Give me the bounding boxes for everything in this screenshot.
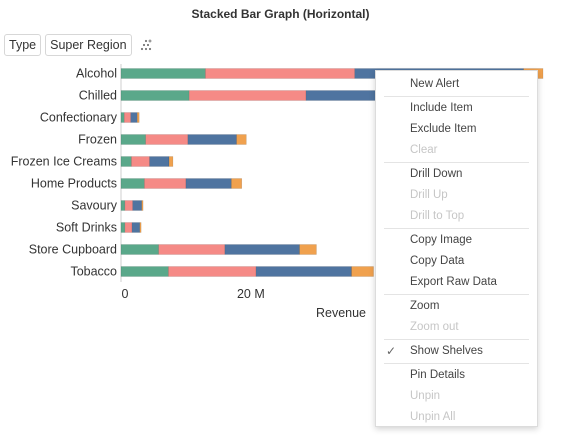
menu-item-label: Include Item xyxy=(410,102,473,114)
bar-segment[interactable] xyxy=(168,156,174,167)
menu-separator xyxy=(384,162,529,163)
menu-item-label: Show Shelves xyxy=(410,345,483,357)
bar-segment[interactable] xyxy=(231,178,243,189)
bar-segment[interactable] xyxy=(187,134,237,145)
menu-item-label: Export Raw Data xyxy=(410,276,497,288)
category-label: Tobacco xyxy=(70,265,117,279)
bar-segment[interactable] xyxy=(141,200,144,211)
bar-segment[interactable] xyxy=(132,200,143,211)
menu-item-drill-to-top: Drill to Top xyxy=(376,206,537,227)
menu-item-label: New Alert xyxy=(410,78,460,90)
menu-item-zoom[interactable]: Zoom xyxy=(376,296,537,317)
scatter-dots-icon[interactable] xyxy=(136,35,156,55)
bar-segment[interactable] xyxy=(255,266,352,277)
menu-item-label: Drill to Top xyxy=(410,210,465,222)
menu-item-show-shelves[interactable]: ✓ Show Shelves xyxy=(376,341,537,362)
bar-segment[interactable] xyxy=(120,222,126,233)
category-label: Confectionary xyxy=(40,111,118,125)
menu-item-label: Copy Image xyxy=(410,234,473,246)
super-region-shelf-pill[interactable]: Super Region xyxy=(45,34,132,56)
x-tick-label: 20 M xyxy=(237,287,265,301)
menu-item-pin-details[interactable]: Pin Details xyxy=(376,365,537,386)
menu-separator xyxy=(384,363,529,364)
bar-segment[interactable] xyxy=(120,68,206,79)
bar-segment[interactable] xyxy=(158,244,226,255)
bar-segment[interactable] xyxy=(131,222,141,233)
bar-segment[interactable] xyxy=(120,266,169,277)
bar-segment[interactable] xyxy=(120,244,159,255)
bar-segment[interactable] xyxy=(224,244,300,255)
menu-separator xyxy=(384,96,529,97)
bar-segment[interactable] xyxy=(205,68,355,79)
menu-item-export-raw-data[interactable]: Export Raw Data xyxy=(376,272,537,293)
context-menu: New Alert Include Item Exclude Item Clear Dr… xyxy=(375,70,538,427)
menu-item-drill-up: Drill Up xyxy=(376,185,537,206)
menu-item-drill-down[interactable]: Drill Down xyxy=(376,164,537,185)
menu-item-label: Zoom out xyxy=(410,321,459,333)
bar-segment[interactable] xyxy=(168,266,257,277)
x-tick-label: 0 xyxy=(122,287,129,301)
bar-segment[interactable] xyxy=(236,134,247,145)
bar-segment[interactable] xyxy=(124,200,133,211)
bar-segment[interactable] xyxy=(120,112,125,123)
bar-segment[interactable] xyxy=(120,134,146,145)
category-label: Frozen Ice Creams xyxy=(11,155,117,169)
bar-segment[interactable] xyxy=(120,200,126,211)
category-label: Alcohol xyxy=(76,67,117,81)
category-label: Frozen xyxy=(78,133,117,147)
bar-segment[interactable] xyxy=(120,178,145,189)
menu-item-copy-image[interactable]: Copy Image xyxy=(376,230,537,251)
bar-segment[interactable] xyxy=(120,156,132,167)
menu-item-label: Exclude Item xyxy=(410,123,477,135)
menu-item-zoom-out: Zoom out xyxy=(376,317,537,338)
bar-segment[interactable] xyxy=(351,266,374,277)
menu-item-unpin-all: Unpin All xyxy=(376,407,537,428)
menu-item-label: Copy Data xyxy=(410,255,465,267)
bar-segment[interactable] xyxy=(131,156,150,167)
category-label: Store Cupboard xyxy=(29,243,117,257)
x-axis-title: Revenue xyxy=(316,306,366,320)
checkmark-icon: ✓ xyxy=(386,344,397,358)
bar-segment[interactable] xyxy=(139,222,142,233)
menu-separator xyxy=(384,339,529,340)
bar-segment[interactable] xyxy=(123,112,131,123)
type-shelf-pill[interactable]: Type xyxy=(4,34,42,56)
bar-segment[interactable] xyxy=(136,112,140,123)
bar-segment[interactable] xyxy=(188,90,307,101)
bar-segment[interactable] xyxy=(149,156,170,167)
menu-item-label: Drill Down xyxy=(410,168,463,180)
category-label: Soft Drinks xyxy=(56,221,117,235)
bar-segment[interactable] xyxy=(120,90,190,101)
bar-segment[interactable] xyxy=(185,178,232,189)
menu-item-copy-data[interactable]: Copy Data xyxy=(376,251,537,272)
category-label: Savoury xyxy=(71,199,118,213)
menu-separator xyxy=(384,228,529,229)
bar-segment[interactable] xyxy=(130,112,138,123)
menu-separator xyxy=(384,294,529,295)
menu-item-label: Clear xyxy=(410,144,438,156)
category-label: Chilled xyxy=(79,89,117,103)
bar-segment[interactable] xyxy=(145,134,189,145)
menu-item-exclude-item[interactable]: Exclude Item xyxy=(376,119,537,140)
menu-item-label: Zoom xyxy=(410,300,440,312)
bar-segment[interactable] xyxy=(124,222,133,233)
menu-item-new-alert[interactable]: New Alert xyxy=(376,74,537,95)
bar-segment[interactable] xyxy=(299,244,317,255)
chart-title: Stacked Bar Graph (Horizontal) xyxy=(191,7,370,21)
menu-item-label: Drill Up xyxy=(410,189,448,201)
menu-item-label: Unpin xyxy=(410,390,441,402)
menu-item-unpin: Unpin xyxy=(376,386,537,407)
shelves-bar: Type Super Region xyxy=(4,34,156,56)
menu-item-clear: Clear xyxy=(376,140,537,161)
menu-item-include-item[interactable]: Include Item xyxy=(376,98,537,119)
menu-item-label: Pin Details xyxy=(410,369,465,381)
menu-item-label: Unpin All xyxy=(410,411,456,423)
bar-segment[interactable] xyxy=(144,178,187,189)
category-label: Home Products xyxy=(31,177,117,191)
